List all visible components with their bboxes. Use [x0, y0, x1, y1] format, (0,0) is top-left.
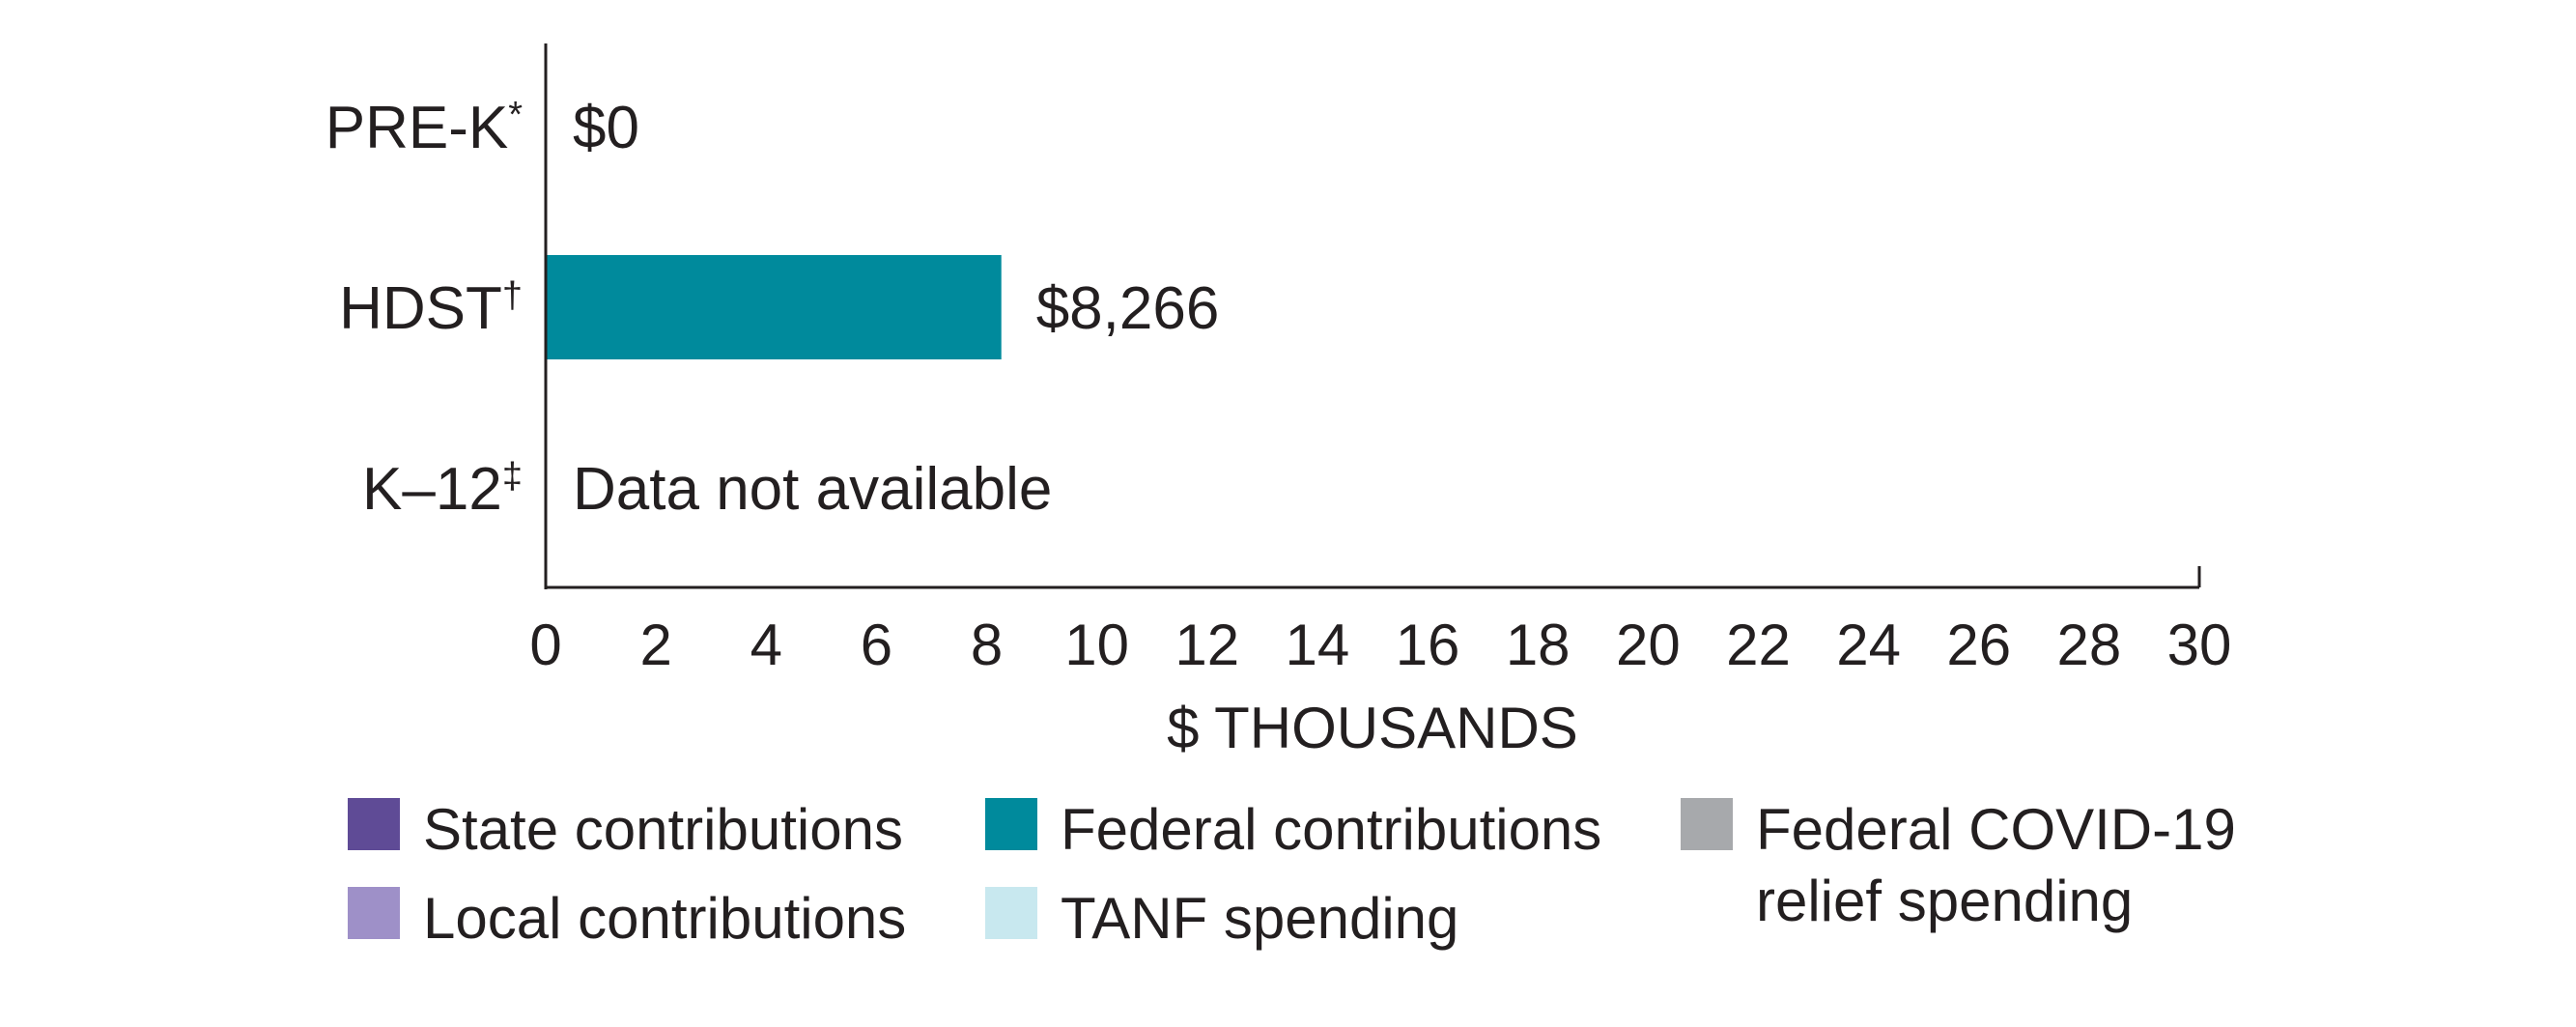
x-tick-label-28: 28 — [2056, 613, 2121, 677]
x-tick-label-4: 4 — [750, 613, 782, 677]
data-label-pre-k: $0 — [573, 95, 639, 161]
x-tick-label-26: 26 — [1946, 613, 2011, 677]
x-tick-label-10: 10 — [1064, 613, 1129, 677]
x-tick-label-8: 8 — [971, 613, 1003, 677]
x-axis-label: $ THOUSANDS — [1167, 696, 1578, 760]
x-tick-label-22: 22 — [1726, 613, 1791, 677]
x-tick-label-24: 24 — [1836, 613, 1901, 677]
x-tick-label-30: 30 — [2167, 613, 2232, 677]
bar-hdst — [546, 255, 1002, 359]
x-tick-label-12: 12 — [1175, 613, 1239, 677]
category-label-hdst: HDST† — [339, 275, 523, 342]
plot-area: PRE-K* HDST† K–12‡ $0 $8,266 Data not availab… — [326, 43, 2232, 760]
x-tick-label-20: 20 — [1616, 613, 1681, 677]
category-label-pre-k: PRE-K* — [326, 95, 523, 161]
x-tick-label-0: 0 — [529, 613, 561, 677]
data-label-hdst: $8,266 — [1036, 275, 1220, 342]
x-tick-label-16: 16 — [1396, 613, 1460, 677]
x-tick-label-14: 14 — [1286, 613, 1350, 677]
x-tick-label-2: 2 — [639, 613, 671, 677]
data-label-k-12: Data not available — [573, 456, 1052, 523]
category-label-k-12: K–12‡ — [362, 456, 523, 523]
x-tick-label-6: 6 — [861, 613, 892, 677]
x-tick-label-18: 18 — [1506, 613, 1571, 677]
